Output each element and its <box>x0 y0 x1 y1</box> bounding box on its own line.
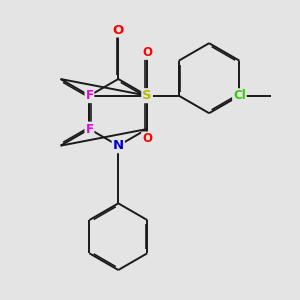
Text: N: N <box>113 139 124 152</box>
Text: S: S <box>142 89 152 102</box>
Text: Cl: Cl <box>233 89 246 102</box>
Text: F: F <box>85 122 93 136</box>
Text: O: O <box>142 132 152 146</box>
Text: O: O <box>113 23 124 37</box>
Text: O: O <box>142 46 152 59</box>
Text: F: F <box>85 89 93 102</box>
